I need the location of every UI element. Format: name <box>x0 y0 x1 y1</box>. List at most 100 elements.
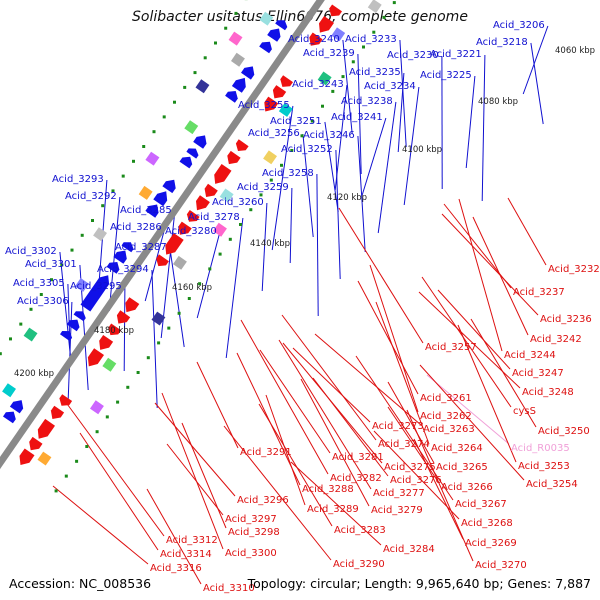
reverse-gene-label[interactable]: Acid_3316 <box>150 563 202 574</box>
forward-label-connector <box>522 25 549 95</box>
reverse-gene-label[interactable]: Acid_3288 <box>302 484 354 495</box>
track-tick-dot <box>85 445 89 448</box>
forward-gene-label[interactable]: Acid_3246 <box>303 130 355 141</box>
forward-gene-label[interactable]: Acid_3234 <box>364 81 416 92</box>
reverse-gene-label[interactable]: Acid_3244 <box>504 350 556 361</box>
reverse-gene-label[interactable]: Acid_3257 <box>425 342 477 353</box>
forward-gene-label[interactable]: Acid_3294 <box>97 264 149 275</box>
reverse-gene-label[interactable]: Acid_3296 <box>237 495 289 506</box>
reverse-gene-label[interactable]: Acid_3276 <box>390 475 442 486</box>
forward-gene-label[interactable]: Acid_3251 <box>270 116 322 127</box>
reverse-gene-label[interactable]: Acid_3289 <box>307 504 359 515</box>
track-tick-dot <box>259 193 263 197</box>
feature-box-bottom-1 <box>90 400 104 415</box>
reverse-gene-label[interactable]: Acid_3282 <box>330 473 382 484</box>
forward-gene-label[interactable]: Acid_3278 <box>188 212 240 223</box>
rna-gene-label[interactable]: Acid_R0035 <box>511 443 570 454</box>
reverse-gene-label[interactable]: Acid_3277 <box>373 488 425 499</box>
track-tick-dot <box>362 45 365 49</box>
reverse-gene-label[interactable]: Acid_3247 <box>512 368 564 379</box>
reverse-gene-10 <box>156 254 169 267</box>
forward-gene-label[interactable]: Acid_3238 <box>341 96 393 107</box>
forward-gene-label[interactable]: Acid_3240 <box>288 34 340 45</box>
reverse-gene-label[interactable]: Acid_3269 <box>465 538 517 549</box>
reverse-gene-label[interactable]: Acid_3298 <box>228 527 280 538</box>
reverse-gene-22 <box>309 32 323 46</box>
forward-gene-label[interactable]: Acid_3235 <box>349 67 401 78</box>
reverse-gene-label[interactable]: Acid_3281 <box>332 452 384 463</box>
forward-gene-label[interactable]: Acid_3260 <box>212 197 264 208</box>
forward-gene-label[interactable]: Acid_3233 <box>345 34 397 45</box>
forward-gene-label[interactable]: Acid_3218 <box>476 37 528 48</box>
reverse-label-connector <box>181 422 227 529</box>
reverse-gene-label[interactable]: Acid_3267 <box>455 499 507 510</box>
reverse-label-connector <box>413 438 464 540</box>
forward-gene-label[interactable]: Acid_3287 <box>115 242 167 253</box>
reverse-gene-label[interactable]: Acid_3254 <box>526 479 578 490</box>
reverse-gene-label[interactable]: Acid_3291 <box>240 447 292 458</box>
reverse-gene-label[interactable]: Acid_3297 <box>225 514 277 525</box>
track-tick-dot <box>280 163 283 167</box>
forward-gene-label[interactable]: Acid_3252 <box>281 144 333 155</box>
reverse-label-connector <box>373 430 460 520</box>
forward-gene-label[interactable]: Acid_3301 <box>25 259 77 270</box>
reverse-gene-label[interactable]: Acid_3300 <box>225 548 277 559</box>
reverse-gene-label[interactable]: cysS <box>513 406 536 417</box>
reverse-gene-label[interactable]: Acid_3266 <box>441 482 493 493</box>
reverse-gene-label[interactable]: Acid_3265 <box>436 462 488 473</box>
reverse-gene-label[interactable]: Acid_3270 <box>475 560 527 571</box>
forward-gene-label[interactable]: Acid_3225 <box>420 70 472 81</box>
forward-gene-label[interactable]: Acid_3258 <box>262 168 314 179</box>
reverse-label-connector <box>426 374 510 445</box>
forward-gene-label[interactable]: Acid_3292 <box>65 191 117 202</box>
reverse-gene-label[interactable]: Acid_3250 <box>538 426 590 437</box>
reverse-gene-label[interactable]: Acid_3279 <box>371 505 423 516</box>
reverse-gene-label[interactable]: Acid_3262 <box>420 411 472 422</box>
forward-gene-label[interactable]: Acid_3230 <box>387 50 439 61</box>
forward-gene-label[interactable]: Acid_3243 <box>292 79 344 90</box>
forward-gene-label[interactable]: Acid_3239 <box>303 48 355 59</box>
forward-gene-label[interactable]: Acid_3306 <box>17 296 69 307</box>
reverse-gene-label[interactable]: Acid_3264 <box>431 443 483 454</box>
reverse-gene-label[interactable]: Acid_3236 <box>540 314 592 325</box>
forward-gene-label[interactable]: Acid_3286 <box>110 222 162 233</box>
reverse-gene-label[interactable]: Acid_3283 <box>334 525 386 536</box>
forward-gene-label[interactable]: Acid_3241 <box>331 112 383 123</box>
reverse-gene-label[interactable]: Acid_3284 <box>383 544 435 555</box>
forward-gene-label[interactable]: Acid_3255 <box>238 100 290 111</box>
forward-gene-label[interactable]: Acid_3259 <box>237 182 289 193</box>
forward-gene-label[interactable]: Acid_3293 <box>52 174 104 185</box>
reverse-gene-label[interactable]: Acid_3275 <box>384 462 436 473</box>
reverse-gene-label[interactable]: Acid_3253 <box>518 461 570 472</box>
forward-gene-label[interactable]: Acid_3280 <box>165 226 217 237</box>
forward-label-connector <box>399 39 407 148</box>
forward-gene-label[interactable]: Acid_3221 <box>430 49 482 60</box>
reverse-gene-label[interactable]: Acid_3232 <box>548 264 600 275</box>
reverse-label-connector <box>61 396 165 537</box>
forward-gene-label[interactable]: Acid_3295 <box>70 281 122 292</box>
track-tick-dot <box>382 15 386 19</box>
gene-labels: 4060 kbp 4080 kbp 4100 kbp 4120 kbp 4140 kbp… <box>5 20 600 594</box>
reverse-gene-label[interactable]: Acid_3312 <box>166 535 218 546</box>
track-tick-dot <box>177 311 181 315</box>
reverse-gene-label[interactable]: Acid_3314 <box>160 549 212 560</box>
reverse-gene-label[interactable]: Acid_3268 <box>461 518 513 529</box>
reverse-gene-label[interactable]: Acid_3261 <box>420 393 472 404</box>
reverse-gene-label[interactable]: Acid_3248 <box>522 387 574 398</box>
forward-gene-label[interactable]: Acid_3305 <box>13 278 65 289</box>
forward-gene-label[interactable]: Acid_3285 <box>120 205 172 216</box>
reverse-gene-label[interactable]: Acid_3290 <box>333 559 385 570</box>
reverse-gene-label[interactable]: Acid_3274 <box>378 439 430 450</box>
forward-gene-label[interactable]: Acid_3302 <box>5 246 57 257</box>
reverse-gene-label[interactable]: Acid_3273 <box>372 421 424 432</box>
reverse-gene-label[interactable]: Acid_3237 <box>513 287 565 298</box>
forward-gene-label[interactable]: Acid_3256 <box>248 128 300 139</box>
forward-label-connector <box>225 217 244 359</box>
reverse-label-connector <box>457 324 517 463</box>
forward-gene-label[interactable]: Acid_3206 <box>493 20 545 31</box>
reverse-gene-label[interactable]: Acid_3263 <box>423 424 475 435</box>
feature-box-bottom-8 <box>278 103 293 117</box>
feature-box-top-1 <box>23 327 38 342</box>
reverse-gene-label[interactable]: Acid_3310 <box>203 583 255 594</box>
reverse-gene-label[interactable]: Acid_3242 <box>530 334 582 345</box>
